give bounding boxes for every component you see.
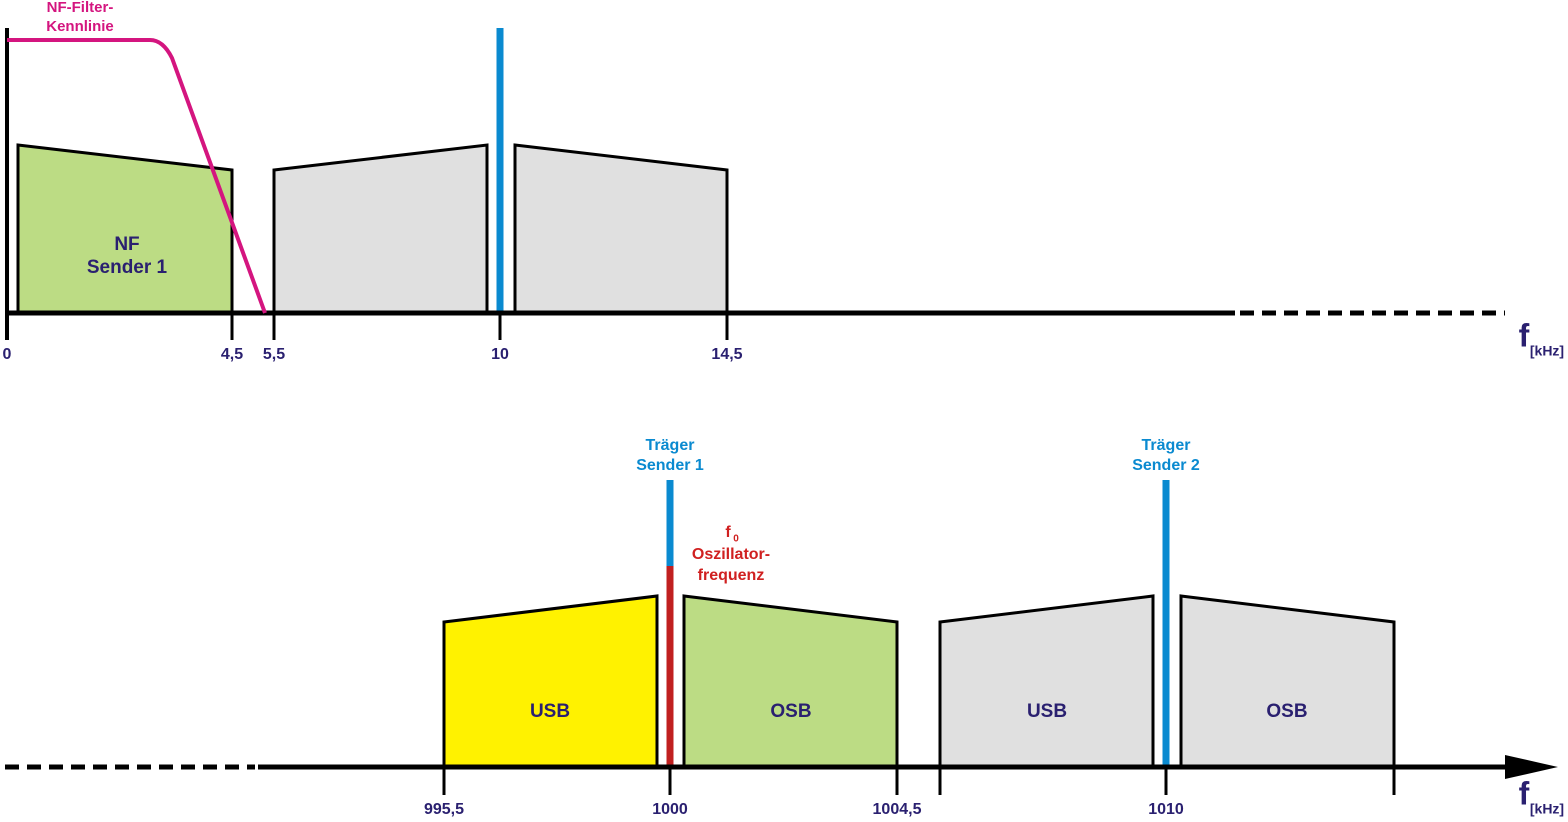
tick-label: 0 [3,346,12,363]
tick-label: 1010 [1148,801,1184,818]
tick-label: 4,5 [221,346,243,363]
carrier-label: Träger [1142,437,1191,454]
axis-label: f [1519,317,1530,353]
tick-label: 1000 [652,801,688,818]
osc-symbol: f [725,524,731,541]
axis-unit: [kHz] [1530,343,1564,359]
osc-label: Oszillator- [692,546,770,563]
axis-label: f [1519,775,1530,811]
nf-band [16,143,234,315]
carrier-label: Träger [646,437,695,454]
tick-label: 1004,5 [873,801,922,818]
filter-curve [7,38,267,314]
carrier-label: Sender 1 [636,457,704,474]
osb-band [682,594,899,769]
axis-unit: [kHz] [1530,801,1564,817]
band-label: NF [114,234,139,255]
ticks [230,313,729,340]
arrow [1505,755,1558,779]
band-label: Sender 1 [87,257,168,278]
ticks [442,767,1396,795]
tick-label: 995,5 [424,801,464,818]
band-label: USB [530,701,570,722]
usb-band [272,143,489,315]
tick-label: 5,5 [263,346,285,363]
osc-label: frequenz [698,567,765,584]
osb-band [513,143,729,315]
tick-label: 10 [491,346,509,363]
filter-label: Kennlinie [46,18,114,35]
band-label: USB [1027,701,1067,722]
usb-band [442,594,659,769]
usb-band [938,594,1155,769]
filter-label: NF-Filter- [47,0,114,16]
band-label: OSB [770,701,811,722]
band-label: OSB [1266,701,1307,722]
osb-band [1179,594,1396,769]
osc-subscript: 0 [733,534,739,545]
tick-label: 14,5 [711,346,742,363]
carrier-label: Sender 2 [1132,457,1200,474]
